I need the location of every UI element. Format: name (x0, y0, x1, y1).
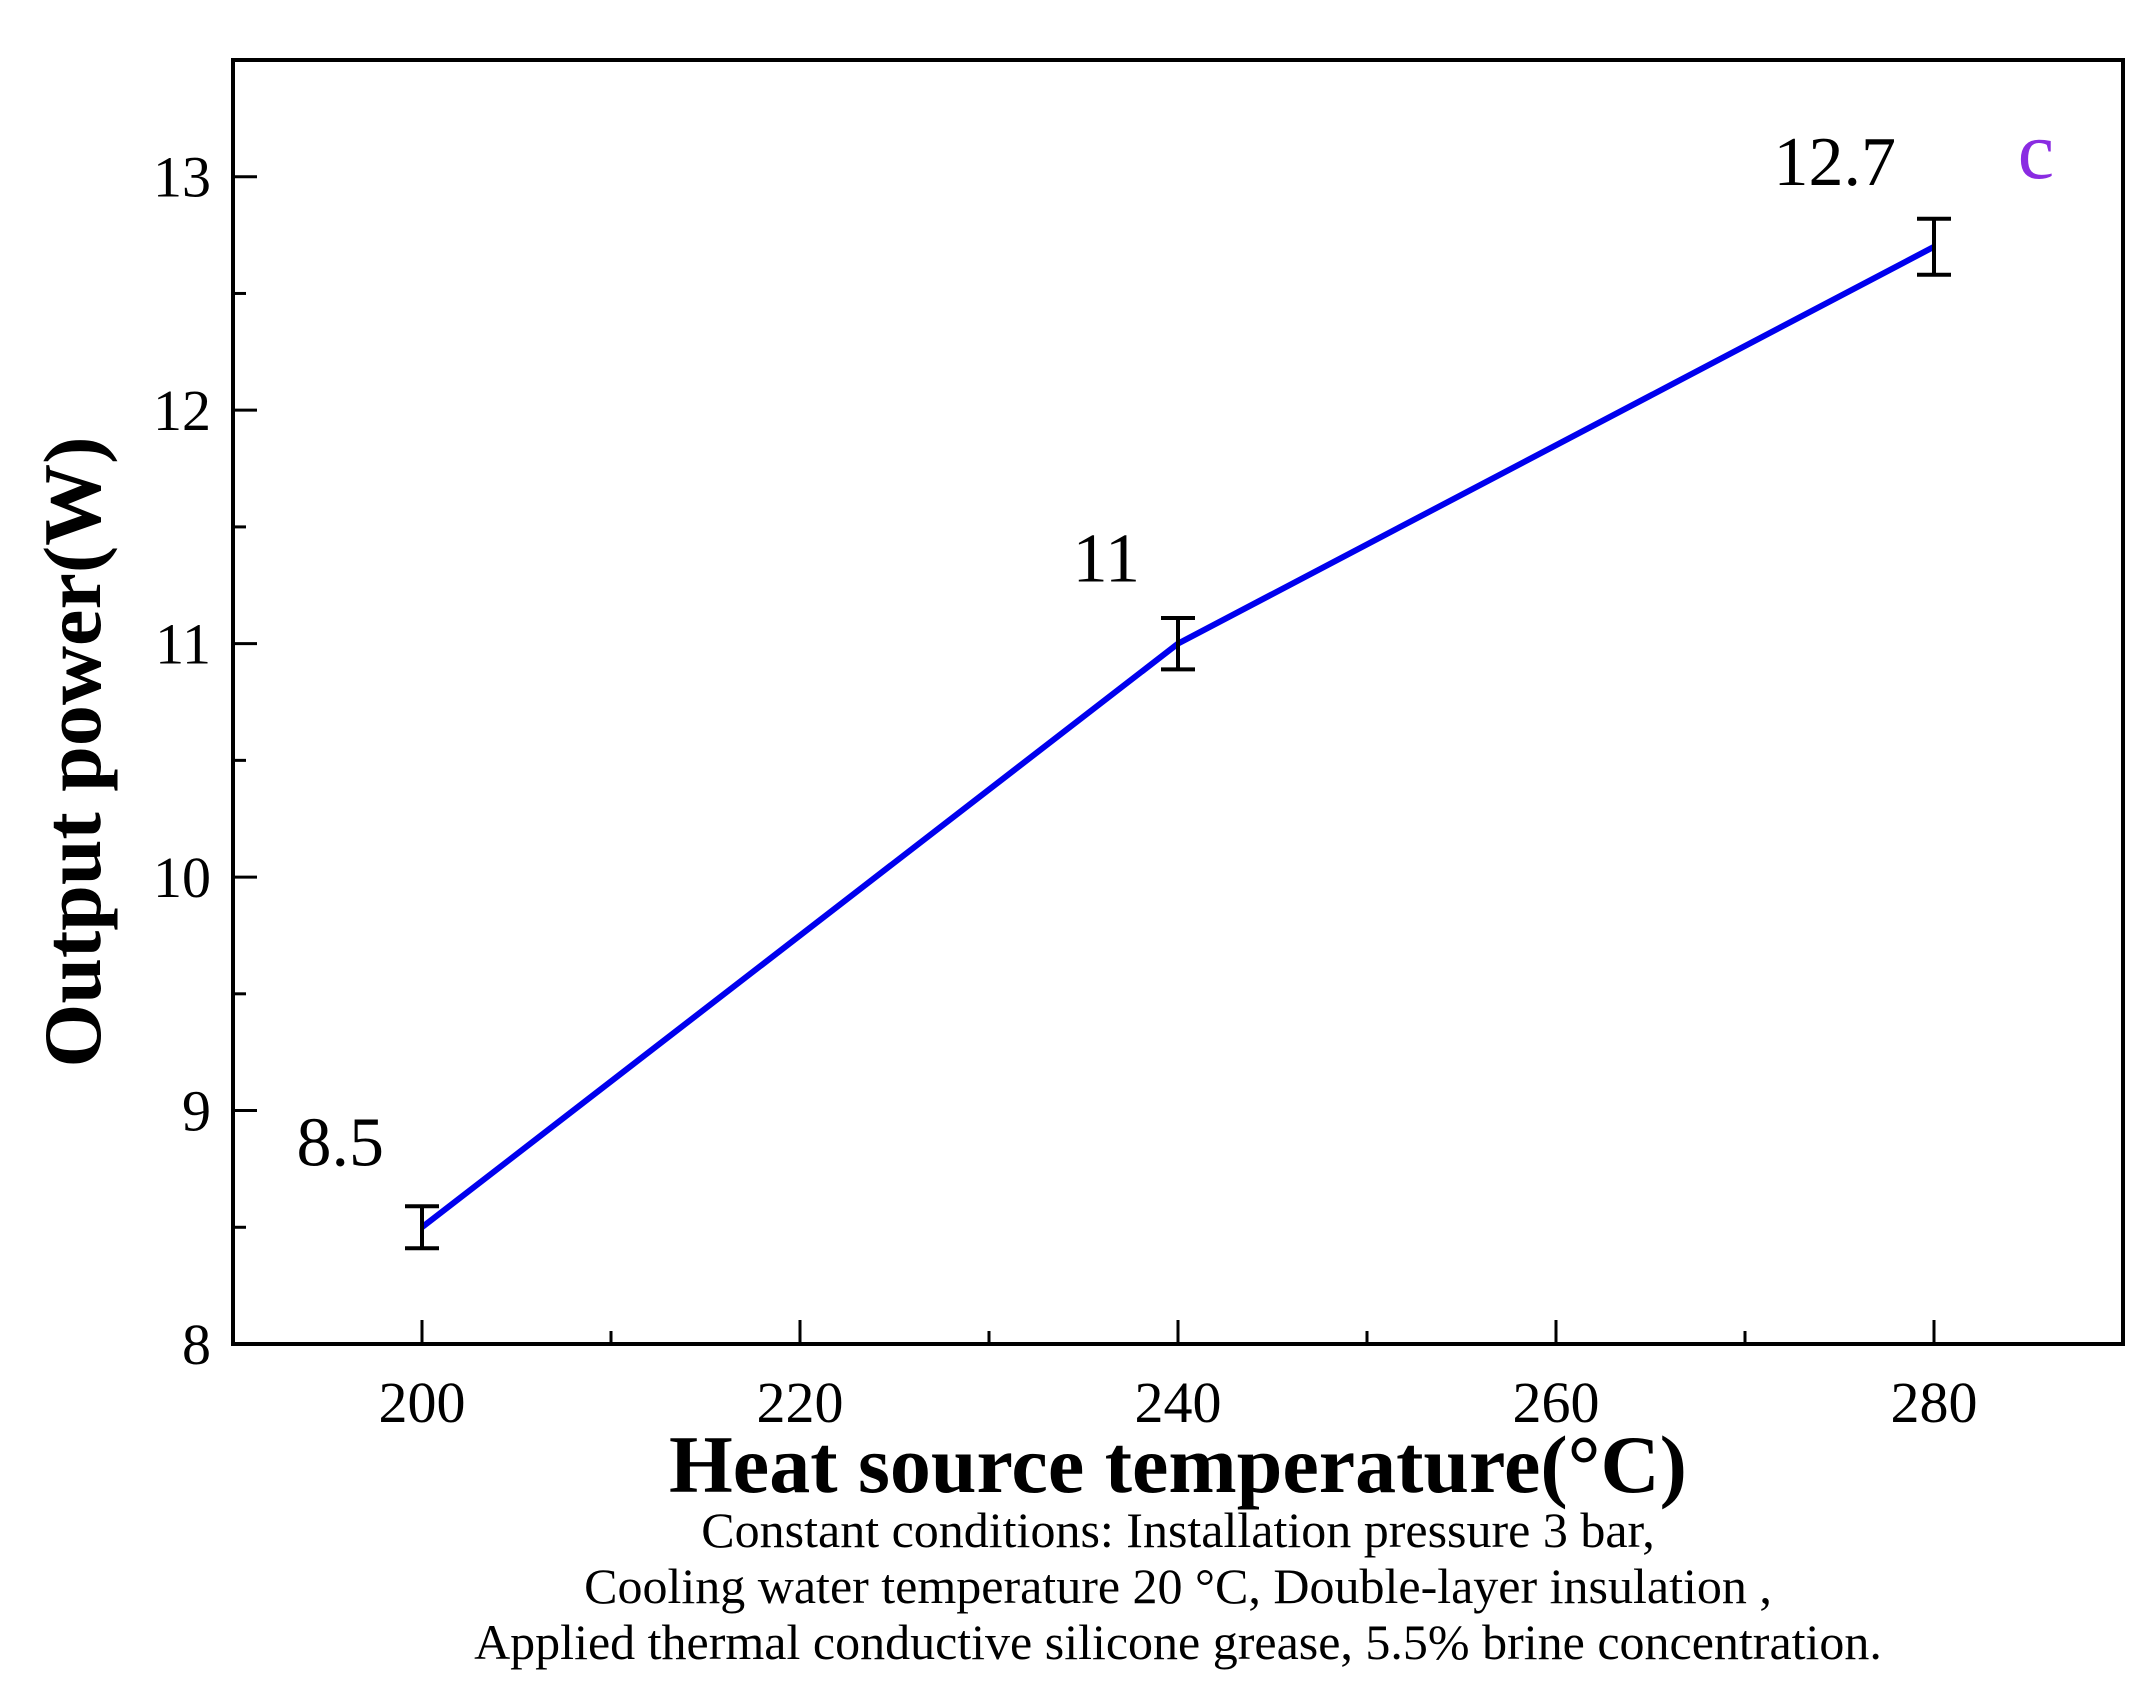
data-label: 12.7 (1774, 124, 1897, 201)
caption-line-3: Applied thermal conductive silicone grea… (474, 1614, 1882, 1670)
y-tick-label: 10 (153, 845, 211, 910)
error-bar (405, 1204, 439, 1251)
x-tick-label: 240 (1135, 1370, 1222, 1435)
x-tick-label: 280 (1891, 1370, 1978, 1435)
y-tick-label: 13 (153, 145, 211, 210)
x-axis-title: Heat source temperature(°C) (669, 1419, 1687, 1510)
x-tick-label: 200 (379, 1370, 466, 1435)
y-tick-label: 11 (155, 612, 211, 677)
caption-line-2: Cooling water temperature 20 °C, Double-… (584, 1558, 1772, 1614)
data-label: 8.5 (297, 1104, 385, 1181)
data-labels: 8.5 11 12.7 (297, 124, 1897, 1182)
axis-ticks (233, 175, 1936, 1346)
y-tick-label: 12 (153, 378, 211, 443)
y-tick-label: 8 (182, 1312, 211, 1377)
data-series (405, 216, 1951, 1251)
data-label: 11 (1073, 521, 1140, 598)
x-tick-label: 220 (757, 1370, 844, 1435)
caption-line-1: Constant conditions: Installation pressu… (701, 1502, 1654, 1558)
axis-tick-labels: 200 220 240 260 280 8 9 10 11 12 13 (153, 145, 1978, 1435)
error-bar (1917, 216, 1951, 277)
series-line (420, 244, 1936, 1230)
error-bar (1161, 615, 1195, 672)
panel-label: c (2018, 105, 2054, 196)
y-tick-label: 9 (182, 1079, 211, 1144)
y-axis-title: Output power(W) (27, 437, 118, 1068)
x-tick-label: 260 (1513, 1370, 1600, 1435)
